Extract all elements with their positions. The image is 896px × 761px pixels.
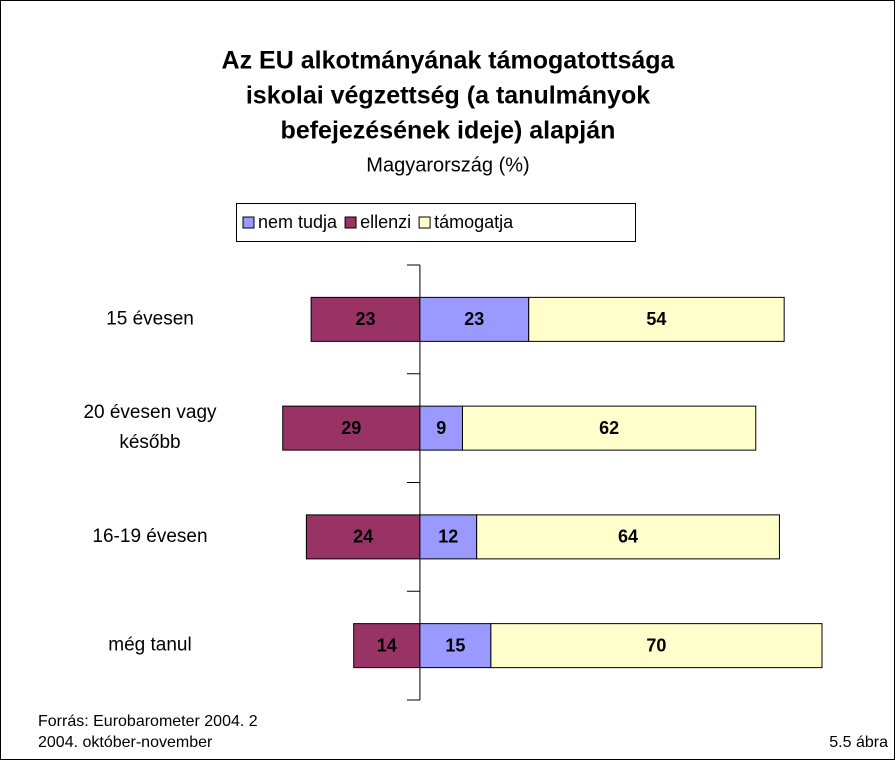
legend-box — [236, 203, 636, 242]
value-label: 70 — [646, 635, 666, 655]
bar — [528, 296, 785, 342]
category-label: 16-19 évesen — [92, 526, 207, 547]
value-label: 24 — [353, 527, 373, 547]
bar — [490, 623, 823, 669]
subtitle: Magyarország (%) — [366, 154, 529, 176]
value-label: 14 — [377, 635, 397, 655]
legend-label: ellenzi — [360, 212, 411, 232]
chart-title: iskolai végzettség (a tanulmányok — [246, 82, 650, 110]
legend-swatch — [418, 216, 431, 229]
source: 2004. október-november — [38, 734, 213, 751]
bar — [461, 405, 757, 451]
bar — [353, 623, 421, 669]
legend-label: nem tudja — [258, 212, 338, 232]
bar — [282, 405, 421, 451]
category-label: még tanul — [108, 635, 191, 656]
source: Forrás: Eurobarometer 2004. 2 — [38, 713, 258, 730]
chart-title: befejezésének ideje) alapján — [281, 117, 616, 145]
value-label: 62 — [599, 418, 619, 438]
bar — [419, 296, 530, 342]
value-label: 29 — [341, 418, 361, 438]
chart-title: Az EU alkotmányának támogatottsága — [222, 47, 676, 75]
value-label: 64 — [618, 527, 638, 547]
bar — [476, 514, 780, 560]
legend-label: támogatja — [434, 212, 514, 232]
category-label: 20 évesen vagy később — [83, 402, 217, 453]
value-label: 23 — [464, 309, 484, 329]
figure-label: 5.5 ábra — [829, 734, 888, 751]
bar — [419, 514, 478, 560]
value-label: 54 — [646, 309, 666, 329]
category-label: 15 évesen — [106, 308, 194, 329]
value-label: 15 — [445, 635, 465, 655]
value-label: 23 — [355, 309, 375, 329]
value-label: 12 — [438, 527, 458, 547]
legend-swatch — [344, 216, 357, 229]
value-label: 9 — [436, 418, 446, 438]
legend-swatch — [242, 216, 255, 229]
